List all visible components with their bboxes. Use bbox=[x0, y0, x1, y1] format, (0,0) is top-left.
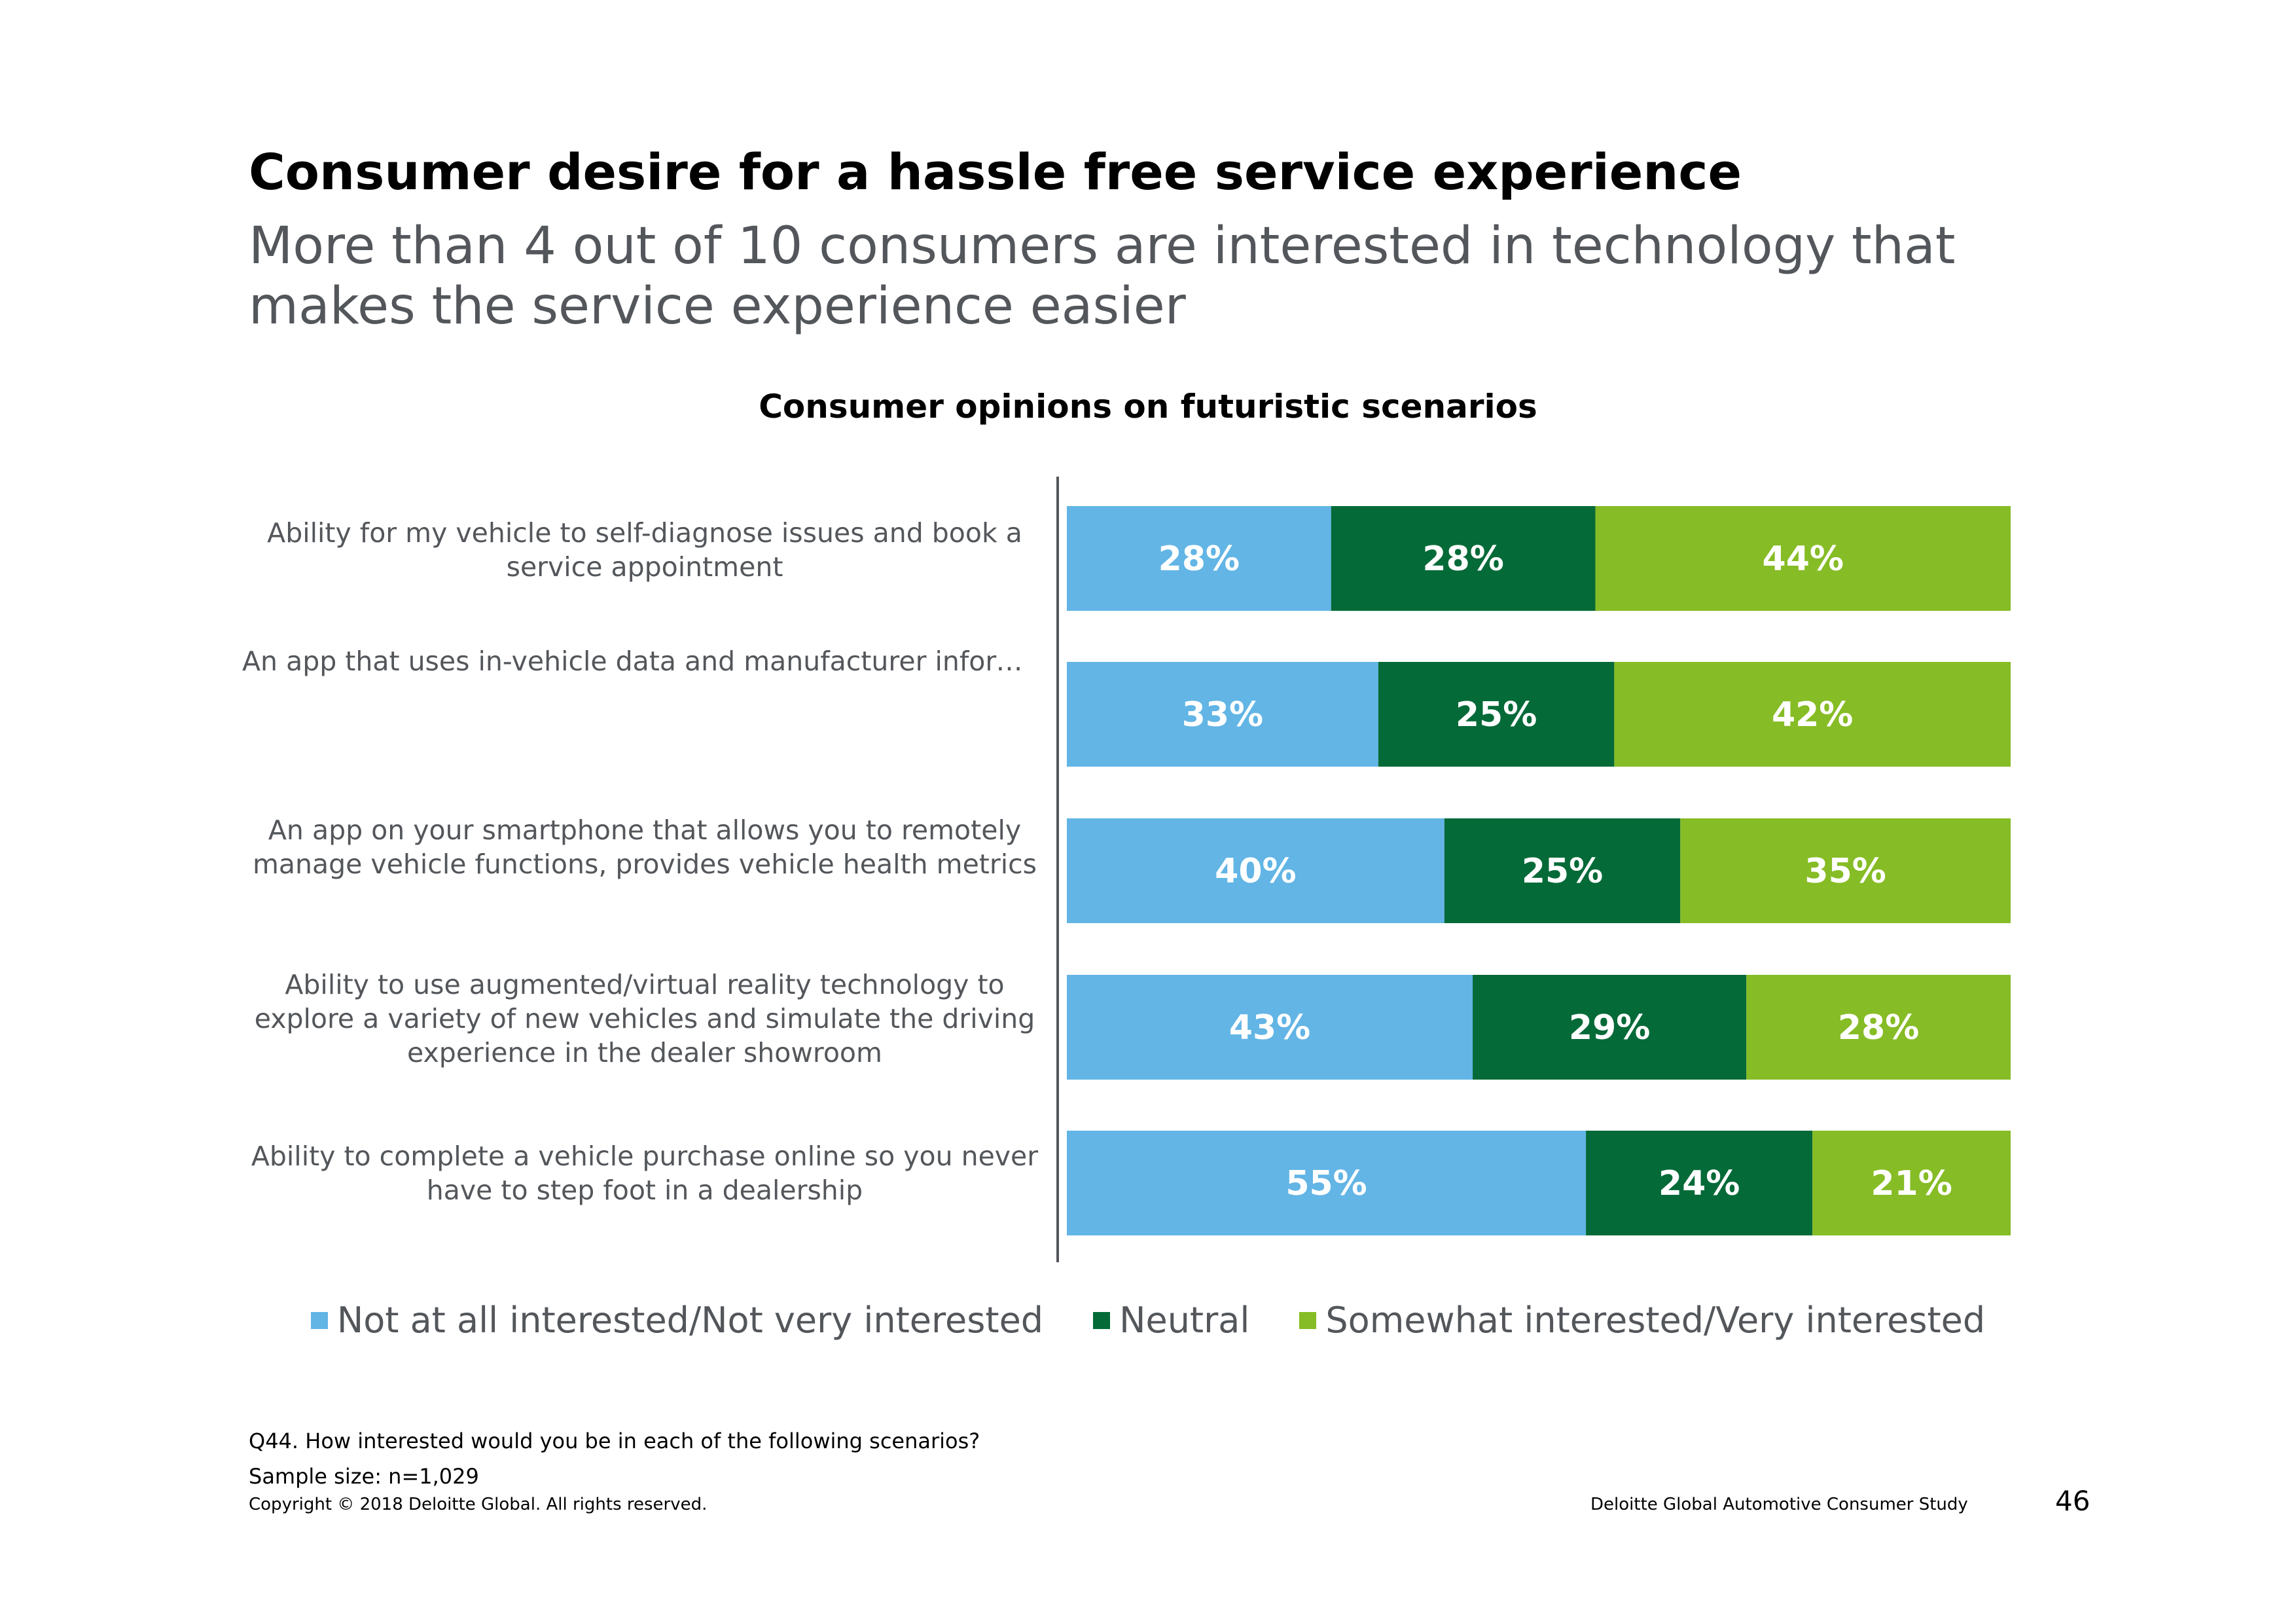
data-label: 55% bbox=[1285, 1164, 1367, 1203]
bar-segment bbox=[1586, 1131, 1813, 1235]
legend-item: Not at all interested/Not very intereste… bbox=[310, 1300, 1044, 1341]
bar-segment bbox=[1331, 506, 1596, 611]
chart-title: Consumer opinions on futuristic scenario… bbox=[759, 388, 1537, 426]
question-note: Q44. How interested would you be in each… bbox=[249, 1429, 980, 1453]
category-label: Ability for my vehicle to self-diagnose … bbox=[267, 517, 1022, 583]
legend-label: Not at all interested/Not very intereste… bbox=[336, 1300, 1044, 1341]
bar-segment bbox=[1067, 818, 1444, 923]
data-label: 43% bbox=[1229, 1008, 1310, 1048]
data-label: 28% bbox=[1838, 1008, 1919, 1048]
data-label: 42% bbox=[1772, 695, 1853, 735]
legend-swatch bbox=[310, 1311, 328, 1329]
bar-segment bbox=[1473, 975, 1747, 1080]
data-label: 25% bbox=[1456, 695, 1537, 735]
category-label: An app on your smartphone that allows yo… bbox=[252, 814, 1037, 880]
data-label: 28% bbox=[1158, 539, 1240, 579]
legend-item: Somewhat interested/Very interested bbox=[1299, 1300, 1985, 1341]
data-label: 35% bbox=[1804, 852, 1886, 891]
legend: Not at all interested/Not very intereste… bbox=[0, 1300, 2296, 1341]
source-text: Deloitte Global Automotive Consumer Stud… bbox=[1590, 1495, 1968, 1514]
sample-size-note: Sample size: n=1,029 bbox=[249, 1464, 479, 1489]
bar-segment bbox=[1067, 975, 1473, 1080]
bar-segment bbox=[1067, 1131, 1587, 1235]
category-label: Ability to use augmented/virtual reality… bbox=[254, 969, 1035, 1068]
bar-segment bbox=[1378, 662, 1615, 767]
legend-label: Somewhat interested/Very interested bbox=[1325, 1300, 1986, 1341]
bar-segment bbox=[1746, 975, 2011, 1080]
bar-segment bbox=[1812, 1131, 2011, 1235]
data-label: 29% bbox=[1569, 1008, 1650, 1048]
copyright-text: Copyright © 2018 Deloitte Global. All ri… bbox=[249, 1495, 708, 1514]
data-label: 40% bbox=[1215, 852, 1296, 891]
bar-segment bbox=[1444, 818, 1681, 923]
data-label: 24% bbox=[1659, 1164, 1740, 1203]
data-label: 28% bbox=[1422, 539, 1503, 579]
bar-segment bbox=[1680, 818, 2011, 923]
page-subtitle: More than 4 out of 10 consumers are inte… bbox=[249, 217, 1956, 336]
legend-swatch bbox=[1093, 1311, 1111, 1329]
page-title: Consumer desire for a hassle free servic… bbox=[249, 143, 1742, 201]
page-number: 46 bbox=[2055, 1485, 2090, 1517]
data-label: 33% bbox=[1182, 695, 1263, 735]
legend-label: Neutral bbox=[1119, 1300, 1250, 1341]
category-label: Ability to complete a vehicle purchase o… bbox=[251, 1140, 1039, 1206]
bar-segment bbox=[1614, 662, 2011, 767]
legend-swatch bbox=[1299, 1311, 1317, 1329]
data-label: 21% bbox=[1871, 1164, 1952, 1203]
data-label: 44% bbox=[1763, 539, 1844, 579]
bar-segment bbox=[1595, 506, 2011, 611]
data-label: 25% bbox=[1522, 852, 1603, 891]
legend-item: Neutral bbox=[1093, 1300, 1249, 1341]
bar-segment bbox=[1067, 506, 1331, 611]
bar-segment bbox=[1067, 662, 1378, 767]
